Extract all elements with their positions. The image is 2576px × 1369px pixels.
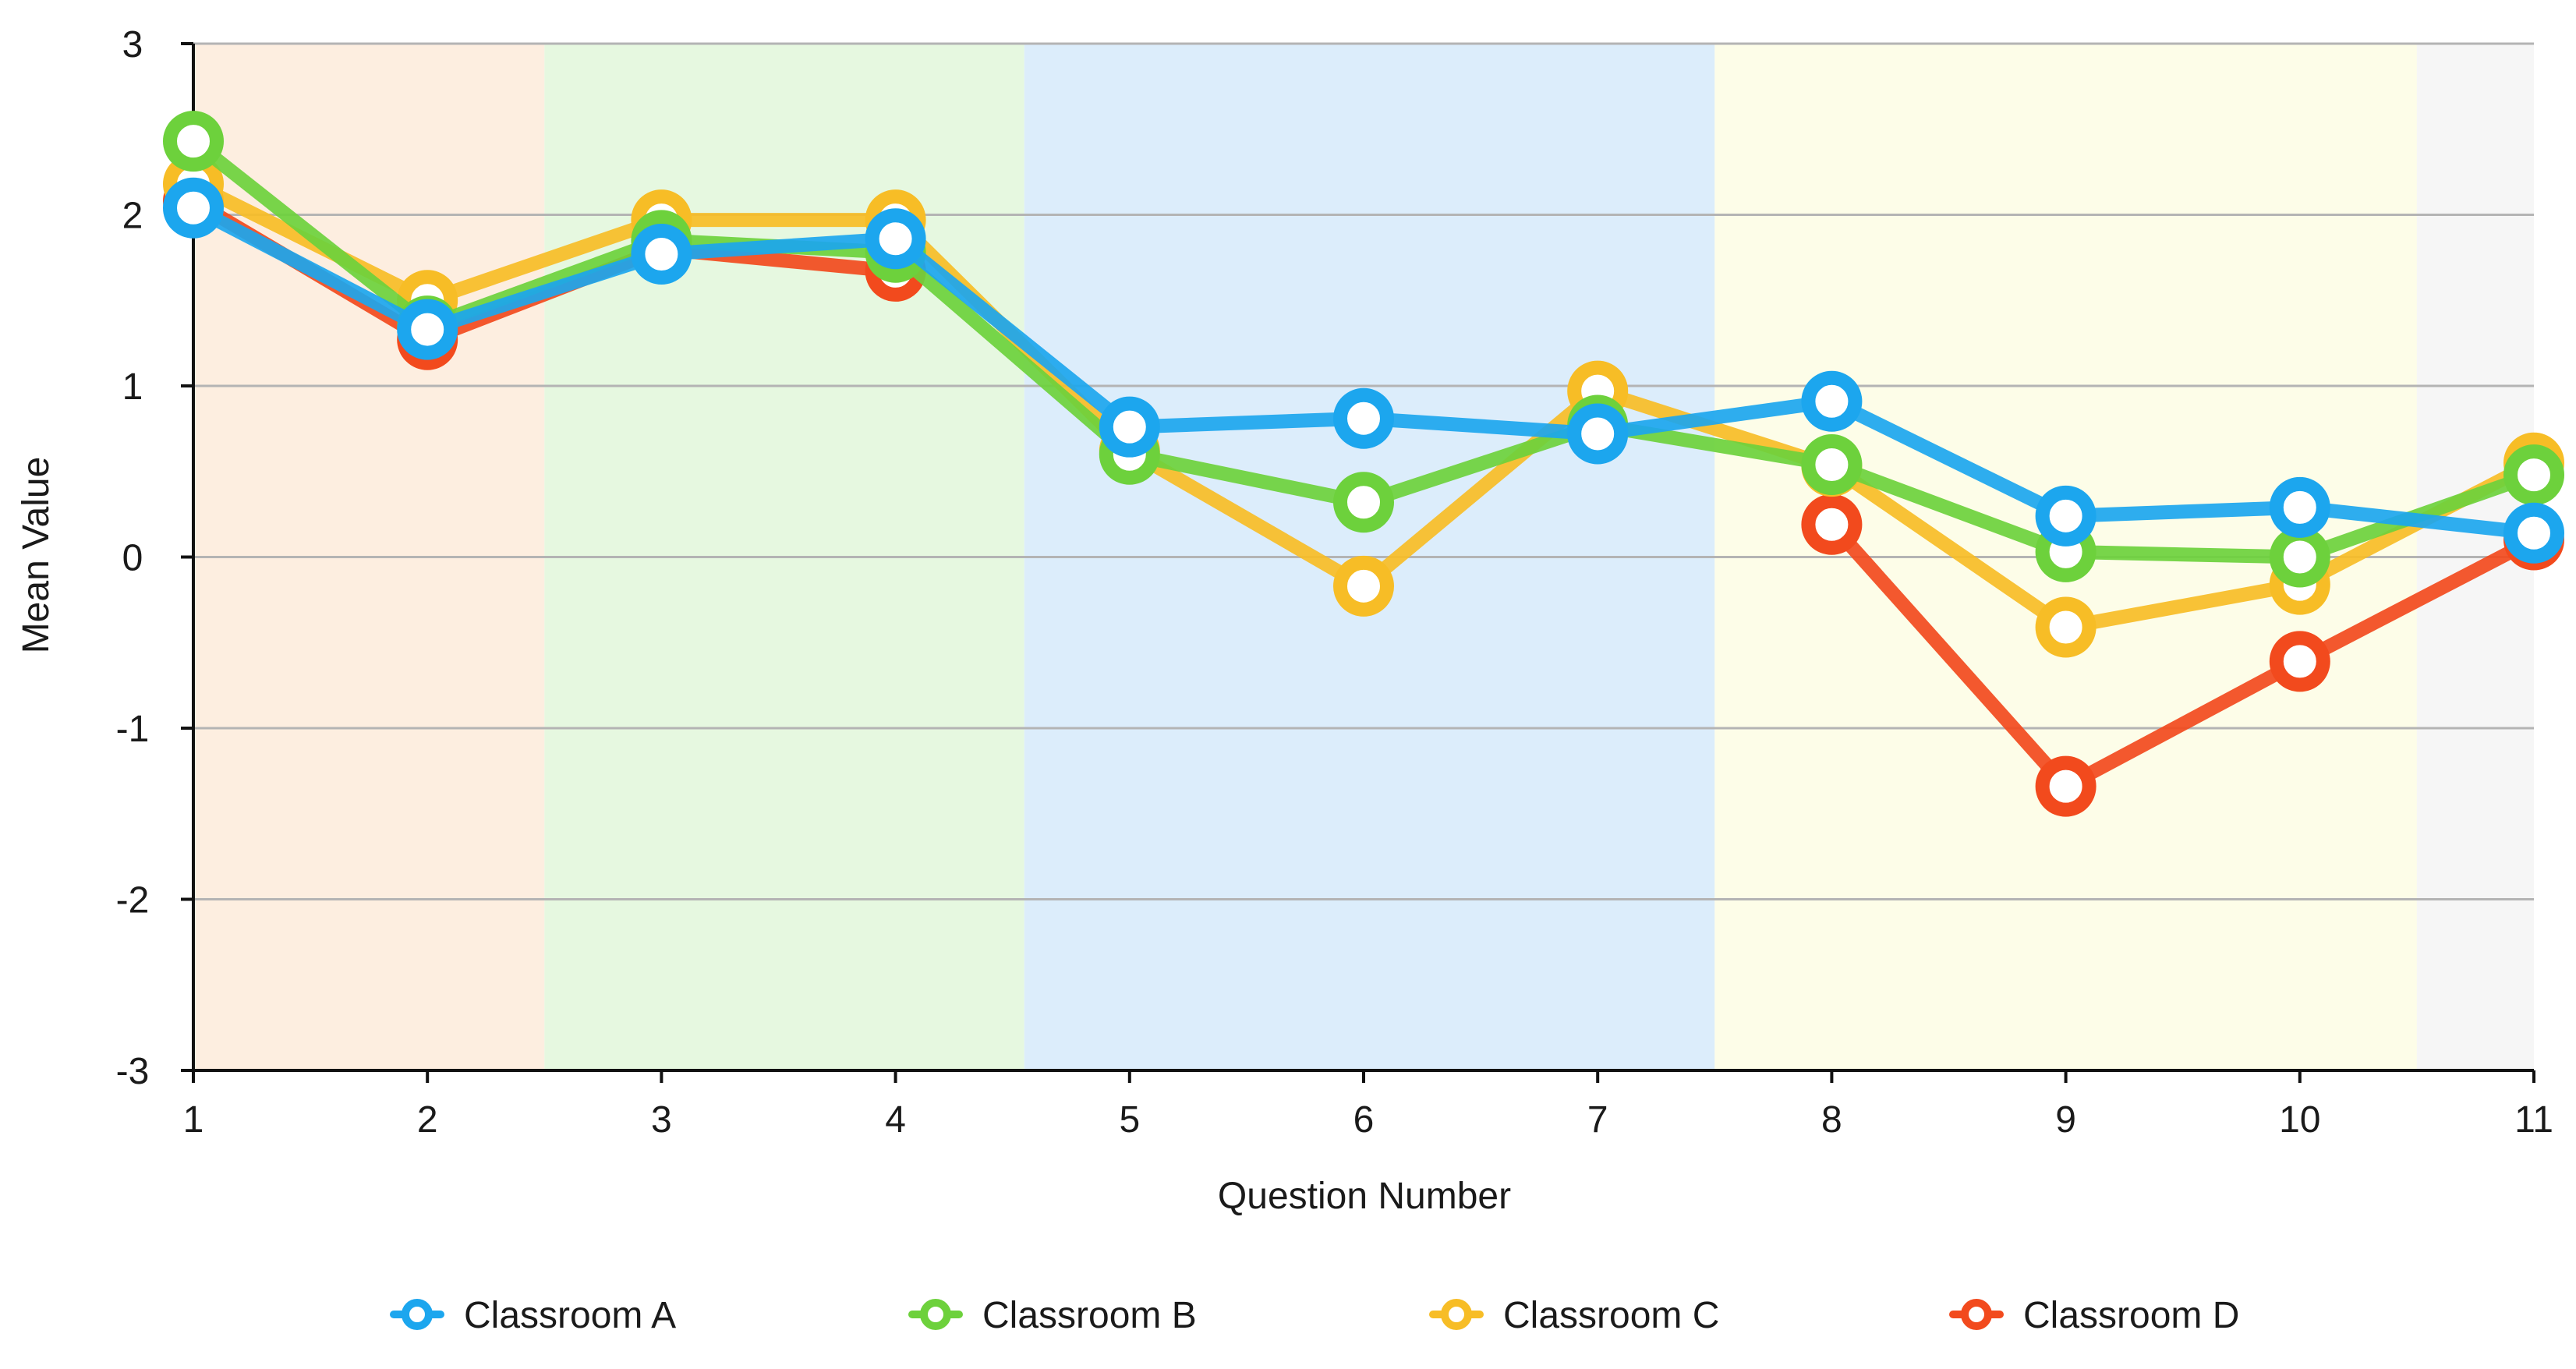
y-tick-label: 3	[122, 24, 143, 65]
data-point-classroom-b-q1	[163, 111, 224, 172]
data-point-classroom-a-q11	[2503, 502, 2564, 564]
legend-label: Classroom B	[982, 1295, 1197, 1336]
data-point-classroom-a-q9	[2035, 485, 2097, 547]
x-tick-label: 3	[651, 1099, 672, 1141]
legend-label: Classroom D	[2023, 1295, 2239, 1336]
x-tick-label: 5	[1119, 1099, 1140, 1141]
data-point-classroom-a-q2	[397, 299, 458, 360]
data-point-classroom-a-q4	[865, 208, 926, 270]
data-point-classroom-d-q9	[2035, 755, 2097, 817]
legend-swatch-marker	[1961, 1299, 1992, 1330]
data-point-classroom-b-q11	[2503, 444, 2564, 506]
data-point-classroom-c-q9	[2035, 596, 2097, 658]
data-point-classroom-a-q8	[1801, 370, 1863, 432]
data-point-classroom-d-q8	[1801, 493, 1863, 555]
x-tick-label: 4	[885, 1099, 906, 1141]
x-tick-label: 10	[2279, 1099, 2320, 1141]
data-point-classroom-c-q6	[1333, 555, 1394, 617]
y-tick-label: -3	[116, 1051, 150, 1092]
legend-item-classroom-a: Classroom A	[390, 1295, 676, 1336]
data-point-classroom-a-q7	[1567, 403, 1629, 465]
axes: -3 -2 -1 0 1 2 3 1 2 3 4 5 6 7 8 9 10 11	[116, 24, 2553, 1141]
x-tick-label: 1	[183, 1099, 204, 1141]
data-point-classroom-d-q10	[2269, 631, 2330, 692]
data-point-classroom-a-q10	[2269, 476, 2330, 538]
data-point-classroom-a-q6	[1333, 387, 1394, 449]
data-point-classroom-b-q6	[1333, 472, 1394, 533]
y-tick-label: 1	[122, 366, 143, 408]
data-point-classroom-b-q8	[1801, 433, 1863, 495]
y-tick-label: 2	[122, 196, 143, 237]
x-axis-title: Question Number	[1218, 1176, 1511, 1217]
x-tick-label: 9	[2055, 1099, 2076, 1141]
data-point-classroom-a-q1	[163, 177, 224, 239]
series-line-classroom-d-2	[1824, 517, 2541, 794]
series-group	[163, 111, 2564, 817]
legend-label: Classroom A	[464, 1295, 676, 1336]
legend: Classroom A Classroom B Classroom C Classro…	[390, 1295, 2239, 1336]
legend-swatch-marker	[920, 1299, 951, 1330]
y-tick-label: -2	[116, 880, 150, 922]
legend-item-classroom-b: Classroom B	[908, 1295, 1197, 1336]
y-tick-label: 0	[122, 538, 143, 579]
x-tick-label: 6	[1353, 1099, 1375, 1141]
x-tick-label: 8	[1821, 1099, 1842, 1141]
legend-item-classroom-d: Classroom D	[1949, 1295, 2239, 1336]
legend-swatch-marker	[402, 1299, 433, 1330]
series-classroom-a	[163, 177, 2564, 564]
y-axis-title: Mean Value	[16, 457, 57, 654]
data-point-classroom-a-q3	[631, 223, 692, 285]
y-tick-label: -1	[116, 709, 150, 750]
data-point-classroom-b-q10	[2269, 526, 2330, 588]
legend-label: Classroom C	[1503, 1295, 1719, 1336]
legend-item-classroom-c: Classroom C	[1429, 1295, 1719, 1336]
data-point-classroom-a-q5	[1099, 396, 1160, 458]
x-tick-label: 2	[417, 1099, 438, 1141]
x-tick-label: 11	[2514, 1099, 2553, 1141]
legend-swatch-marker	[1441, 1299, 1472, 1330]
x-tick-label: 7	[1587, 1099, 1608, 1141]
